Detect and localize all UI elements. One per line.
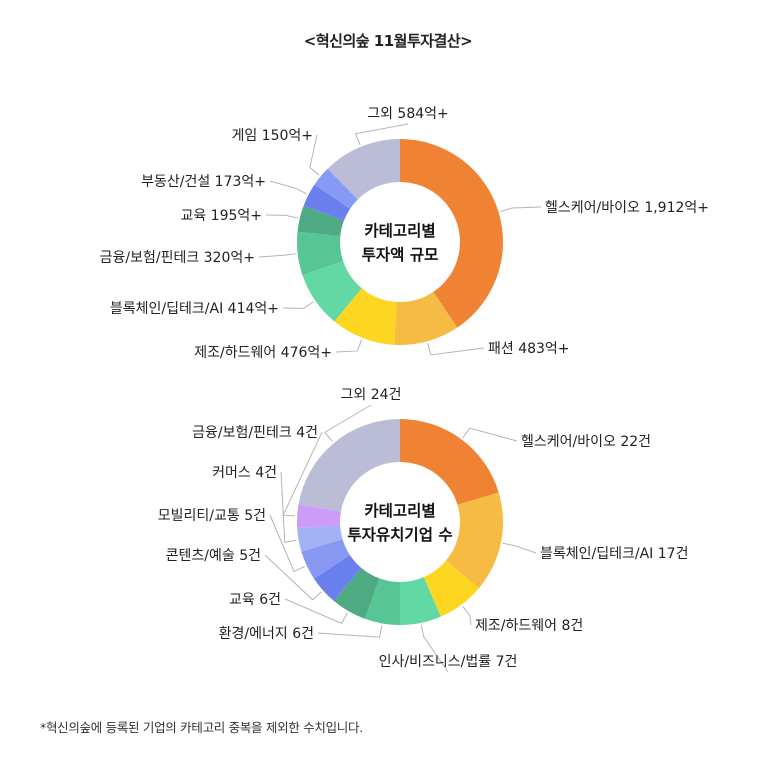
count-leader-line-10 bbox=[324, 404, 372, 442]
count-slice-0 bbox=[400, 419, 499, 505]
amount-leader-line-8 bbox=[354, 123, 409, 146]
count-slice-2 bbox=[423, 560, 479, 617]
count-leader-line-2 bbox=[462, 605, 472, 626]
count-slice-6 bbox=[313, 554, 362, 601]
count-leader-line-4 bbox=[317, 625, 383, 638]
amount-leader-line-3 bbox=[282, 301, 314, 309]
count-slice-label-10: 그외 24건 bbox=[341, 387, 402, 403]
amount-slice-8 bbox=[327, 139, 400, 200]
count-slice-label-4: 환경/에너지 6건 bbox=[219, 626, 314, 642]
footnote: *혁신의숲에 등록된 기업의 카테고리 중복을 제외한 수치입니다. bbox=[40, 720, 363, 735]
count-slice-label-0: 헬스케어/바이오 22건 bbox=[521, 434, 651, 450]
amount-leader-line-7 bbox=[309, 134, 320, 176]
count-slice-7 bbox=[301, 539, 350, 579]
count-leader-line-9 bbox=[282, 431, 323, 517]
amount-slice-0 bbox=[400, 139, 503, 328]
amount-slice-5 bbox=[297, 205, 344, 237]
count-center-label-1: 투자유치기업 수 bbox=[347, 526, 452, 544]
count-slice-label-7: 모빌리티/교통 5건 bbox=[158, 508, 266, 524]
count-leader-line-1 bbox=[502, 542, 537, 554]
count-slice-4 bbox=[364, 578, 400, 625]
amount-slice-7 bbox=[314, 168, 358, 209]
count-slice-9 bbox=[297, 504, 341, 528]
count-slice-8 bbox=[297, 525, 343, 552]
count-slice-label-8: 커머스 4건 bbox=[212, 465, 277, 481]
count-leader-line-6 bbox=[264, 554, 322, 601]
amount-leader-line-1 bbox=[427, 343, 485, 356]
amount-center-label-0: 카테고리별 bbox=[364, 222, 435, 240]
amount-slice-label-5: 교육 195억+ bbox=[180, 208, 262, 224]
amount-slice-label-7: 게임 150억+ bbox=[231, 128, 313, 144]
amount-slice-6 bbox=[303, 184, 351, 221]
amount-slice-label-8: 그외 584억+ bbox=[367, 106, 449, 122]
amount-leader-line-0 bbox=[500, 206, 542, 212]
count-leader-line-0 bbox=[462, 427, 518, 442]
chart-title: <혁신의숲 11월투자결산> bbox=[303, 32, 473, 50]
amount-slice-label-3: 블록체인/딥테크/AI 414억+ bbox=[110, 301, 279, 317]
amount-leader-line-4 bbox=[258, 253, 296, 258]
count-slice-label-9: 금융/보험/핀테크 4건 bbox=[192, 425, 318, 441]
amount-slice-label-4: 금융/보험/핀테크 320억+ bbox=[100, 250, 255, 266]
amount-leader-line-5 bbox=[265, 214, 298, 219]
amount-center-label-1: 투자액 규모 bbox=[362, 245, 439, 264]
count-slice-label-3: 인사/비즈니스/법률 7건 bbox=[379, 654, 518, 670]
amount-leader-line-2 bbox=[335, 339, 363, 353]
amount-slice-label-2: 제조/하드웨어 476억+ bbox=[194, 345, 332, 361]
count-slice-label-2: 제조/하드웨어 8건 bbox=[475, 618, 583, 634]
count-slice-label-6: 콘텐츠/예술 5건 bbox=[166, 548, 261, 564]
count-center-label-0: 카테고리별 bbox=[364, 502, 435, 520]
count-leader-line-7 bbox=[269, 514, 306, 573]
amount-slice-label-0: 헬스케어/바이오 1,912억+ bbox=[545, 200, 709, 216]
amount-slice-label-6: 부동산/건설 173억+ bbox=[141, 174, 266, 190]
count-slice-10 bbox=[298, 419, 400, 512]
amount-slice-3 bbox=[302, 261, 362, 322]
amount-slice-label-1: 패션 483억+ bbox=[488, 341, 570, 357]
count-leader-line-5 bbox=[284, 598, 348, 624]
count-slice-1 bbox=[445, 492, 503, 589]
count-slice-label-5: 교육 6건 bbox=[229, 592, 281, 608]
amount-slice-2 bbox=[334, 288, 397, 345]
amount-slice-4 bbox=[297, 231, 344, 276]
amount-leader-line-6 bbox=[269, 180, 307, 195]
count-leader-line-3 bbox=[420, 624, 449, 673]
count-slice-label-1: 블록체인/딥테크/AI 17건 bbox=[540, 546, 688, 562]
count-slice-3 bbox=[400, 577, 441, 625]
count-slice-5 bbox=[333, 567, 380, 619]
count-leader-line-8 bbox=[280, 471, 297, 543]
amount-slice-1 bbox=[394, 291, 458, 345]
